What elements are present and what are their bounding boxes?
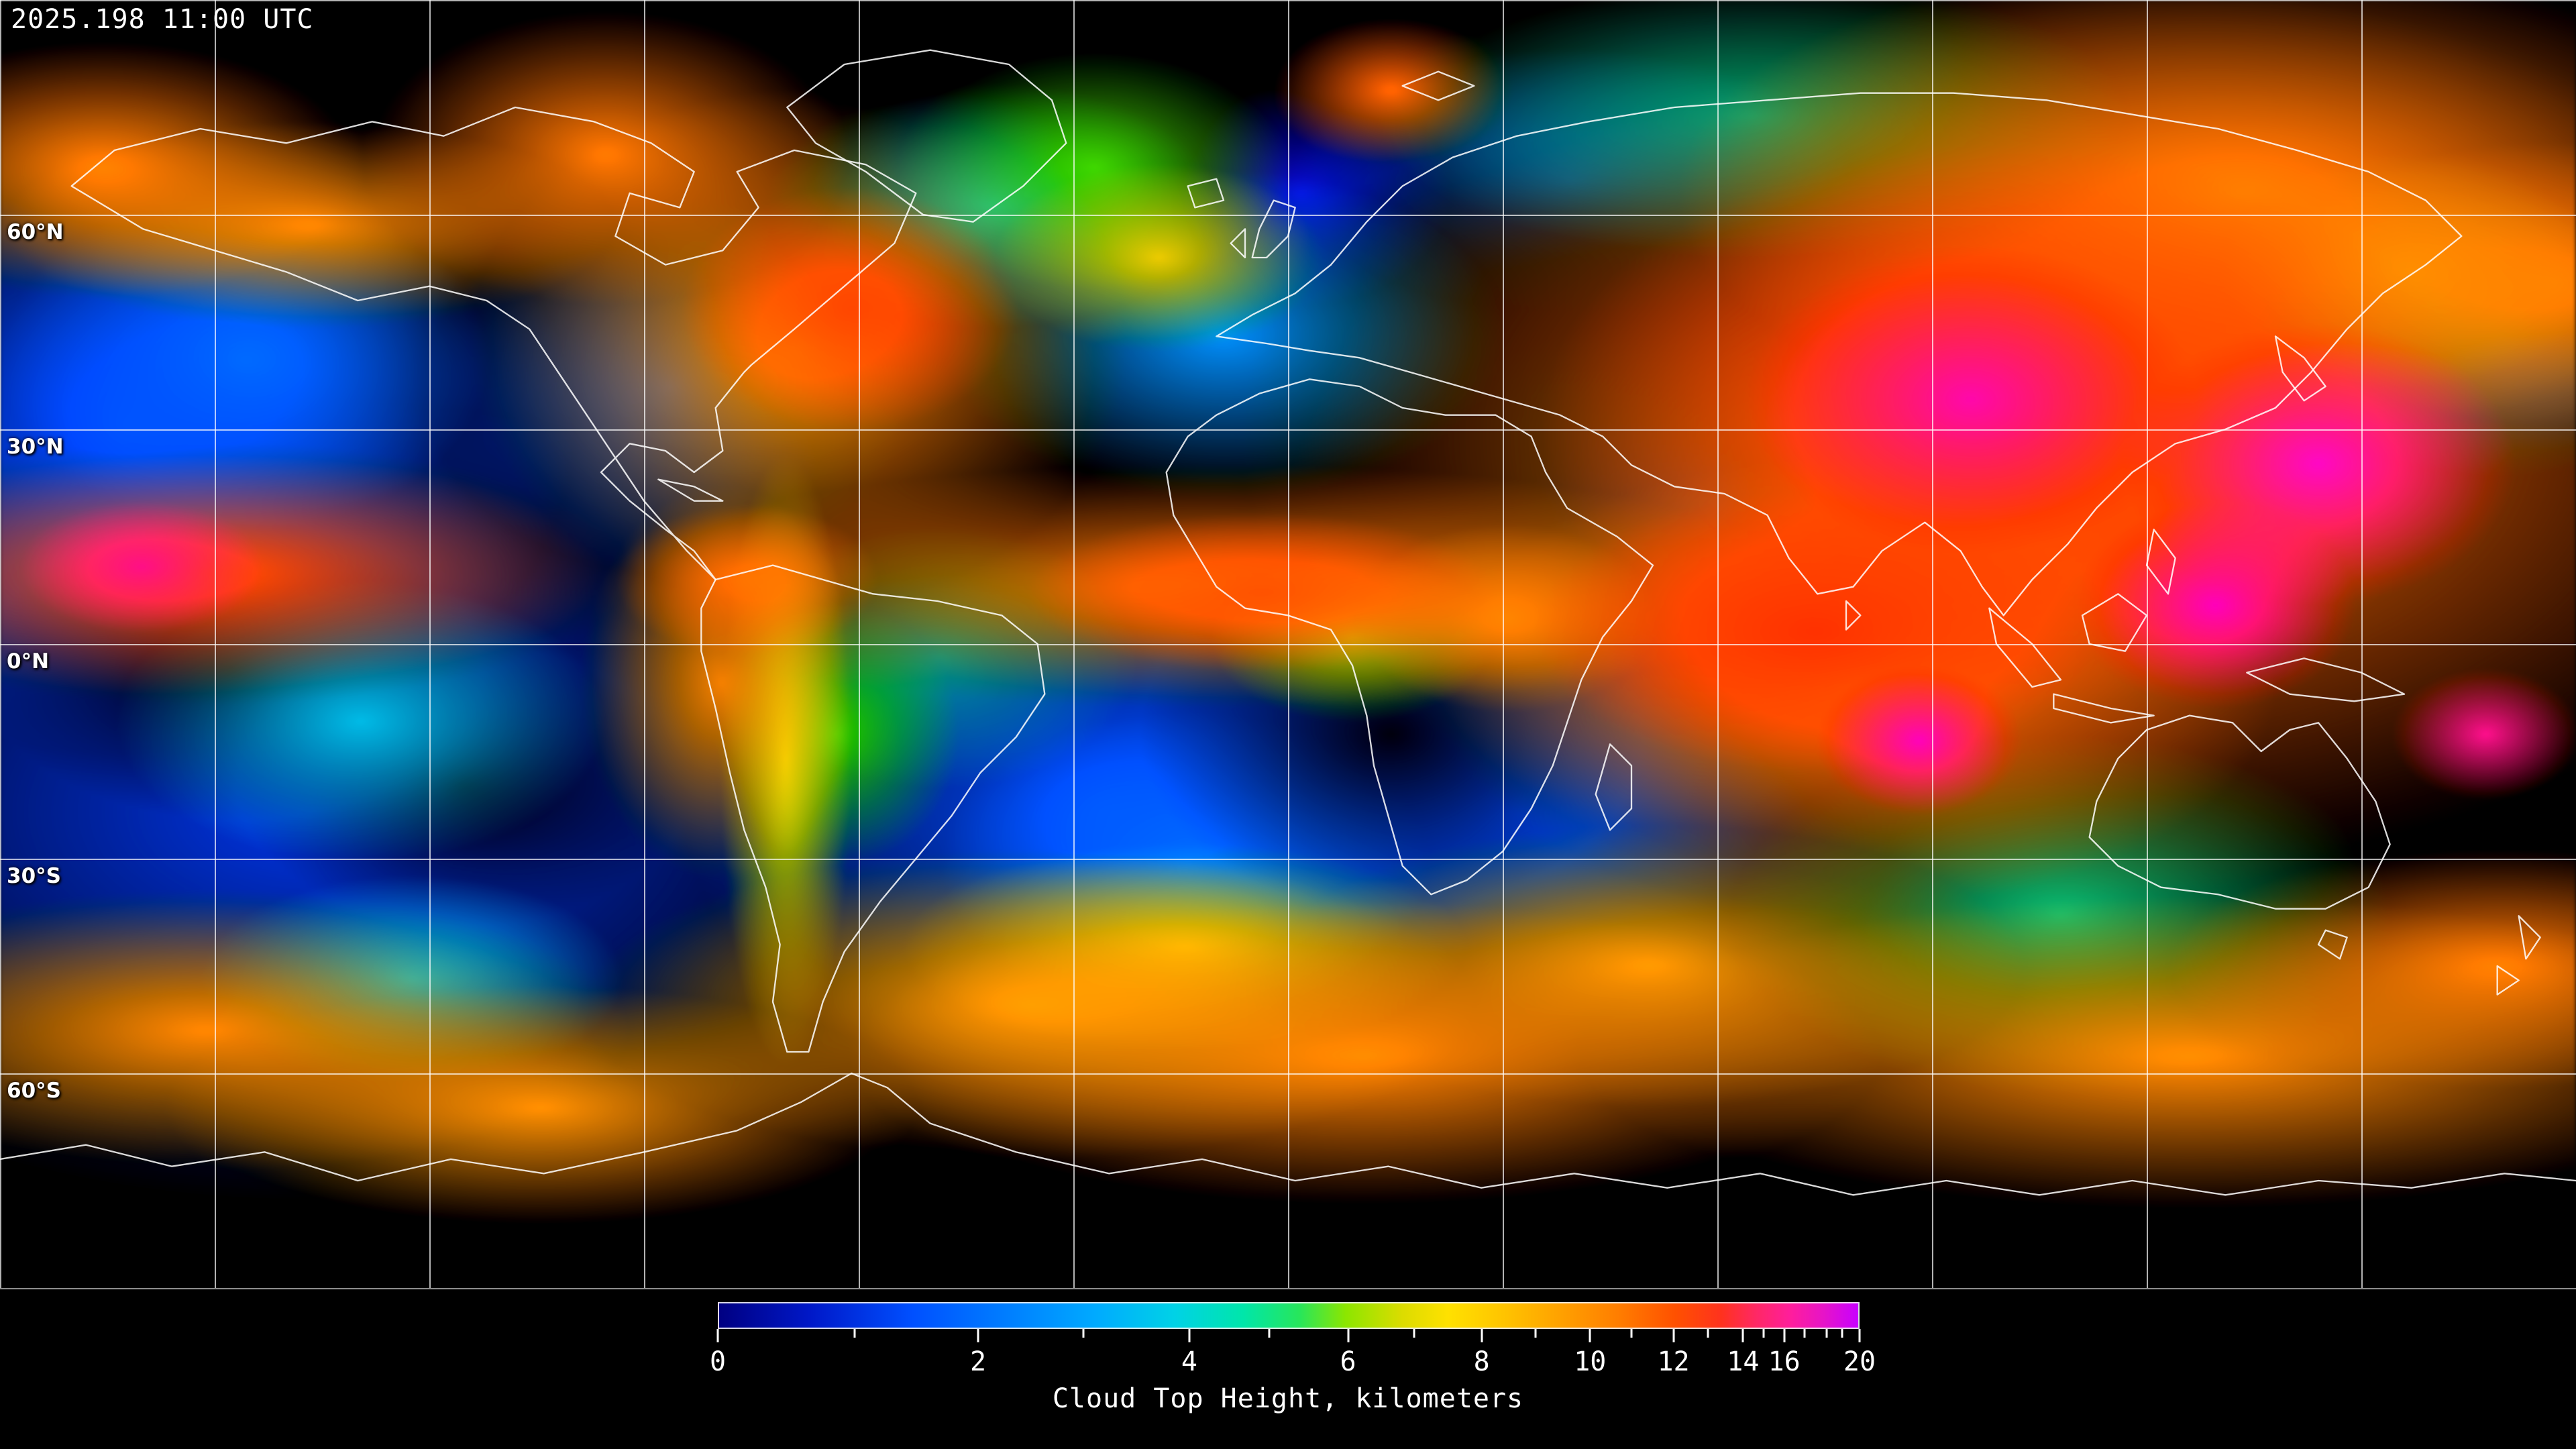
colorbar-minor-tick	[1082, 1329, 1085, 1338]
colorbar-tick-label-6: 6	[1340, 1346, 1356, 1377]
coastline-new-guinea	[2246, 657, 2406, 702]
colorbar: 0 2 4 6 8 10 12 14 16 20	[710, 1302, 1876, 1377]
latitude-label-60n: 60°N	[7, 220, 64, 244]
colorbar-tick-label-20: 20	[1843, 1346, 1876, 1377]
colorbar-minor-tick	[1762, 1329, 1765, 1338]
colorbar-minor-tick	[1630, 1329, 1633, 1338]
coastline-north-america	[70, 106, 917, 581]
latitude-label-30n: 30°N	[7, 435, 64, 459]
colorbar-minor-tick	[1413, 1329, 1415, 1338]
colorbar-tick-label-12: 12	[1657, 1346, 1690, 1377]
colorbar-minor-tick	[1841, 1329, 1843, 1338]
colorbar-tick-14	[1741, 1329, 1744, 1342]
colorbar-tick-12	[1672, 1329, 1675, 1342]
coastline-caribbean	[657, 478, 724, 502]
colorbar-tick-0	[716, 1329, 719, 1342]
colorbar-tick-8	[1481, 1329, 1483, 1342]
world-map: 2025.198 11:00 UTC 60°N 30°N 0°N 30°S 60…	[0, 0, 2576, 1289]
colorbar-tick-label-10: 10	[1574, 1346, 1607, 1377]
coastline-japan	[2274, 335, 2326, 402]
coastline-australia	[2088, 714, 2391, 960]
colorbar-title: Cloud Top Height, kilometers	[1052, 1383, 1524, 1414]
latitude-label-30s: 30°S	[7, 864, 61, 888]
colorbar-minor-tick	[1825, 1329, 1828, 1338]
coastline-eurasia	[1216, 92, 2463, 616]
colorbar-tick-label-8: 8	[1473, 1346, 1490, 1377]
latitude-label-60s: 60°S	[7, 1079, 61, 1103]
coastline-sumatra-java	[1988, 607, 2155, 724]
colorbar-tick-label-2: 2	[970, 1346, 987, 1377]
colorbar-minor-tick	[1803, 1329, 1806, 1338]
coastline-borneo	[2081, 593, 2148, 652]
latitude-label-0n: 0°N	[7, 649, 50, 674]
coastline-antarctica	[0, 1072, 2576, 1196]
colorbar-gradient	[718, 1302, 1860, 1329]
coastline-british-isles	[1230, 199, 1296, 259]
colorbar-tick-label-16: 16	[1768, 1346, 1801, 1377]
coastline-sri-lanka	[1845, 600, 1862, 631]
colorbar-tick-2	[977, 1329, 979, 1342]
colorbar-tick-label-14: 14	[1727, 1346, 1760, 1377]
coastline-africa	[1165, 378, 1654, 896]
colorbar-minor-tick	[1268, 1329, 1271, 1338]
colorbar-tick-4	[1188, 1329, 1191, 1342]
colorbar-minor-tick	[1534, 1329, 1537, 1338]
coastline-south-america	[700, 564, 1046, 1053]
timestamp: 2025.198 11:00 UTC	[11, 4, 314, 35]
colorbar-tick-6	[1347, 1329, 1349, 1342]
coastline-iceland	[1187, 178, 1225, 209]
colorbar-minor-tick	[1707, 1329, 1709, 1338]
coastline-svalbard	[1401, 70, 1475, 101]
colorbar-tick-16	[1783, 1329, 1786, 1342]
colorbar-tick-20	[1858, 1329, 1861, 1342]
colorbar-tick-label-4: 4	[1181, 1346, 1197, 1377]
colorbar-tick-10	[1589, 1329, 1591, 1342]
coastlines	[0, 49, 2576, 1196]
coastline-new-zealand	[2496, 915, 2541, 996]
colorbar-tick-label-0: 0	[709, 1346, 727, 1377]
coastline-philippines	[2145, 529, 2176, 595]
graticule-grid	[0, 0, 2576, 1288]
coastline-madagascar	[1595, 743, 1633, 831]
coastline-greenland	[786, 49, 1067, 223]
colorbar-minor-tick	[853, 1329, 856, 1338]
